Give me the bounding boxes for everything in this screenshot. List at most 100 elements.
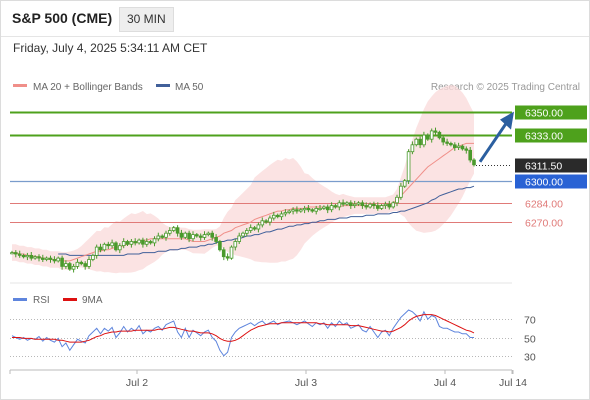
candle — [429, 128, 434, 143]
candle-body — [110, 242, 114, 247]
candle — [348, 200, 353, 209]
candle-body — [44, 257, 49, 260]
rsi-ma-line — [12, 314, 475, 343]
candle-body — [91, 254, 95, 260]
candle-body — [329, 205, 334, 211]
candle — [129, 239, 134, 248]
candle-body — [25, 254, 30, 258]
candle-body — [171, 227, 176, 231]
x-tick-label-Jul 3: Jul 3 — [295, 377, 317, 389]
forecast-arrow-shaft — [478, 122, 508, 163]
candle-body — [75, 261, 80, 267]
rsi-legend-swatch — [13, 298, 27, 301]
candle-body — [325, 206, 330, 211]
x-tick-label-Jul 14: Jul 14 — [499, 377, 527, 389]
candle — [91, 253, 95, 262]
candle-body — [214, 236, 218, 242]
candle-body — [418, 138, 422, 146]
candle — [345, 201, 349, 206]
candle-body — [179, 232, 184, 238]
candle-body — [456, 145, 461, 148]
candle-body — [156, 235, 161, 240]
rsi-ma-legend-label: 9MA — [82, 295, 103, 306]
candle-body — [337, 202, 342, 208]
candle — [191, 231, 195, 242]
candle — [441, 135, 445, 146]
candle — [364, 202, 368, 210]
candle — [275, 213, 280, 219]
candle-body — [13, 252, 18, 255]
source-credit: Research © 2025 Trading Central — [431, 82, 580, 93]
candle-body — [425, 134, 430, 140]
candle-body — [114, 242, 118, 251]
candle-body — [399, 185, 403, 198]
candle-body — [360, 202, 365, 207]
candle-body — [67, 263, 72, 270]
candle — [310, 208, 315, 213]
candle — [102, 242, 107, 252]
instrument-title: S&P 500 (CME) — [12, 10, 113, 26]
candle-body — [310, 209, 315, 212]
candle — [179, 229, 184, 240]
candle — [33, 255, 37, 260]
candle — [410, 141, 415, 155]
candle — [60, 255, 64, 270]
candle — [302, 205, 307, 214]
candle — [314, 205, 318, 215]
candle — [25, 252, 30, 261]
ma50-legend-label: MA 50 — [175, 82, 204, 93]
candle-body — [137, 239, 141, 244]
candle-body — [10, 252, 14, 255]
level-label-6300.00: 6300.00 — [525, 177, 563, 189]
level-label-box-6350.00 — [515, 105, 587, 120]
timestamp: Friday, July 4, 2025 5:34:11 AM CET — [13, 41, 208, 55]
candle-body — [60, 257, 64, 267]
candle-body — [52, 259, 57, 262]
candle-body — [29, 254, 34, 259]
x-tick-label-Jul 2: Jul 2 — [126, 377, 148, 389]
candle — [114, 241, 118, 252]
candle — [268, 215, 272, 226]
candle-body — [414, 138, 419, 146]
price-legend: MA 20 + Bollinger Bands MA 50 Research ©… — [13, 82, 580, 93]
candle-body — [387, 203, 392, 208]
candle-body — [302, 207, 307, 211]
rsi-tick-label-50: 50 — [524, 334, 536, 346]
candle — [202, 231, 207, 240]
candle — [121, 238, 126, 249]
candle-body — [379, 205, 384, 209]
rsi-legend-label: RSI — [33, 295, 50, 306]
candle — [433, 127, 438, 135]
candle-body — [221, 249, 226, 258]
candle-body — [198, 235, 203, 238]
candle — [295, 206, 299, 214]
timeframe-badge[interactable]: 30 MIN — [119, 7, 174, 32]
candle-body — [164, 232, 168, 238]
candle-body — [152, 238, 157, 244]
candle-body — [167, 230, 172, 234]
candle — [425, 133, 430, 141]
candle — [229, 245, 234, 260]
candle-body — [341, 202, 345, 205]
candle-body — [345, 202, 349, 205]
candle — [256, 222, 261, 233]
candle-body — [121, 241, 126, 246]
candle-body — [383, 203, 388, 206]
candle — [194, 233, 199, 238]
level-label-6350.00: 6350.00 — [525, 108, 563, 120]
candle-body — [391, 202, 395, 208]
candle-body — [348, 202, 353, 207]
candle-body — [395, 196, 399, 204]
rsi-tick-label-70: 70 — [524, 315, 536, 327]
candle — [306, 205, 311, 213]
candle — [383, 201, 388, 209]
candle — [48, 255, 53, 263]
candle — [379, 203, 384, 210]
candle — [187, 230, 191, 243]
candle-body — [402, 180, 407, 187]
candle — [271, 211, 276, 221]
candle — [198, 233, 203, 241]
candle — [456, 142, 461, 150]
candle-body — [194, 234, 199, 237]
